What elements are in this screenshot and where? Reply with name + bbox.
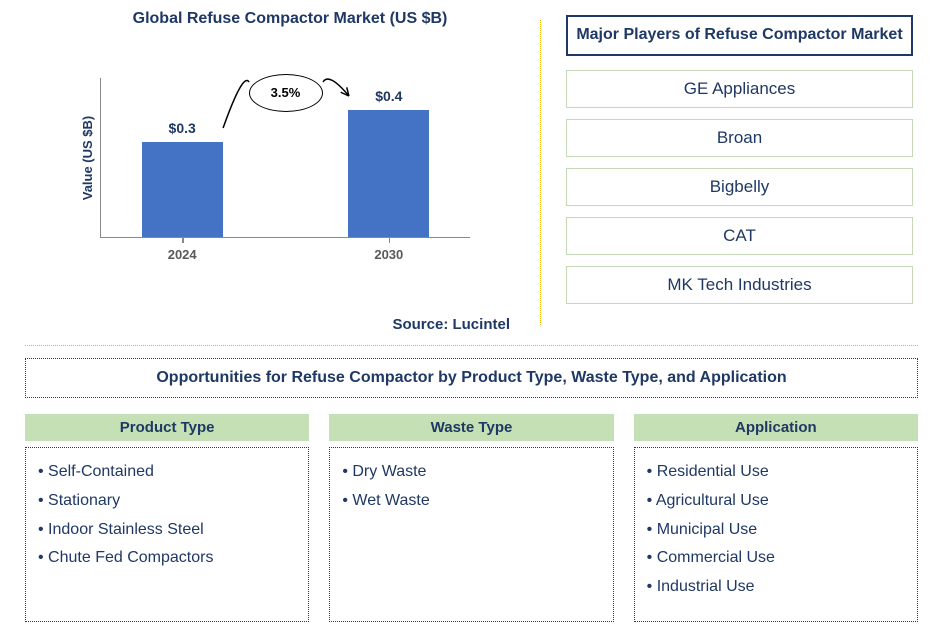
x-axis-category: 2024: [168, 247, 197, 262]
opportunity-column: Application • Residential Use• Agricultur…: [634, 414, 918, 622]
column-item: • Wet Waste: [342, 487, 600, 516]
column-item: • Municipal Use: [647, 516, 905, 545]
column-item: • Agricultural Use: [647, 487, 905, 516]
player-item: CAT: [566, 217, 913, 255]
chart-ylabel: Value (US $B): [80, 116, 95, 201]
column-item: • Commercial Use: [647, 544, 905, 573]
opportunity-column: Waste Type • Dry Waste• Wet Waste: [329, 414, 613, 622]
x-axis-tick: [182, 237, 184, 243]
opportunity-column: Product Type • Self-Contained• Stationary…: [25, 414, 309, 622]
chart-bar: [142, 142, 223, 237]
players-list: GE Appliances Broan Bigbelly CAT MK Tech Ind…: [566, 70, 913, 304]
chart-title: Global Refuse Compactor Market (US $B): [60, 10, 520, 28]
column-header: Waste Type: [329, 414, 613, 441]
column-item: • Self-Contained: [38, 458, 296, 487]
source-label: Source: Lucintel: [392, 316, 510, 333]
column-body: • Dry Waste• Wet Waste: [329, 447, 613, 622]
chart-area: Value (US $B) $0.32024$0.420303.5%: [90, 48, 480, 268]
column-body: • Residential Use• Agricultural Use• Mun…: [634, 447, 918, 622]
chart-bar: [348, 110, 429, 237]
player-item: Broan: [566, 119, 913, 157]
players-panel: Major Players of Refuse Compactor Market…: [541, 0, 943, 345]
x-axis-tick: [389, 237, 391, 243]
player-item: MK Tech Industries: [566, 266, 913, 304]
column-item: • Chute Fed Compactors: [38, 544, 296, 573]
top-row: Global Refuse Compactor Market (US $B) V…: [0, 0, 943, 345]
player-item: Bigbelly: [566, 168, 913, 206]
column-item: • Stationary: [38, 487, 296, 516]
horizontal-separator: [25, 345, 918, 346]
x-axis-category: 2030: [374, 247, 403, 262]
opportunities-columns: Product Type • Self-Contained• Stationary…: [0, 414, 943, 622]
players-title: Major Players of Refuse Compactor Market: [566, 15, 913, 56]
growth-rate-oval: 3.5%: [249, 74, 323, 112]
opportunities-title: Opportunities for Refuse Compactor by Pr…: [25, 358, 918, 398]
column-item: • Residential Use: [647, 458, 905, 487]
column-item: • Dry Waste: [342, 458, 600, 487]
chart-plot: $0.32024$0.420303.5%: [100, 78, 470, 238]
column-header: Product Type: [25, 414, 309, 441]
chart-panel: Global Refuse Compactor Market (US $B) V…: [0, 0, 540, 345]
column-header: Application: [634, 414, 918, 441]
bar-value-label: $0.3: [169, 120, 196, 136]
column-body: • Self-Contained• Stationary• Indoor Sta…: [25, 447, 309, 622]
player-item: GE Appliances: [566, 70, 913, 108]
column-item: • Indoor Stainless Steel: [38, 516, 296, 545]
bar-value-label: $0.4: [375, 88, 402, 104]
column-item: • Industrial Use: [647, 573, 905, 602]
